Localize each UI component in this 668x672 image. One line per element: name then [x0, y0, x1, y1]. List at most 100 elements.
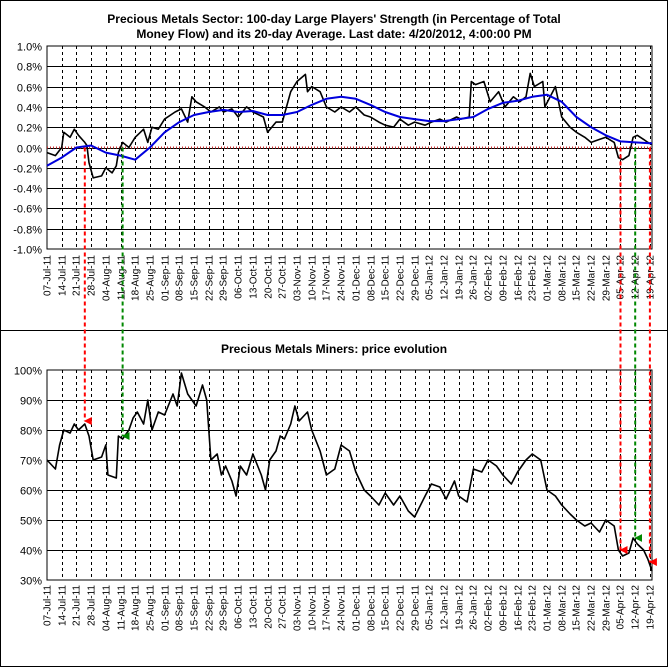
- bottom-x-tick-label: 06-Oct-11: [234, 585, 245, 629]
- top-x-tick-label: 23-Feb-12: [528, 255, 539, 302]
- bottom-x-tick-label: 15-Sep-11: [190, 585, 201, 631]
- bottom-x-tick-label: 22-Mar-12: [587, 585, 598, 632]
- bottom-x-tick-label: 17-Nov-11: [322, 585, 333, 631]
- bottom-x-tick-label: 23-Feb-12: [528, 585, 539, 632]
- top-x-tick-label: 06-Oct-11: [234, 255, 245, 299]
- bottom-y-tick-label: 40%: [20, 546, 42, 558]
- top-x-tick-label: 01-Dec-11: [352, 255, 363, 301]
- top-x-tick-label: 02-Feb-12: [484, 255, 495, 302]
- bottom-y-tick-label: 30%: [20, 576, 42, 588]
- top-chart-title-line2: Money Flow) and its 20-day Average. Last…: [136, 27, 531, 41]
- bottom-y-tick-label: 80%: [20, 426, 42, 438]
- bottom-x-tick-label: 27-Oct-11: [278, 585, 289, 629]
- top-x-tick-label: 08-Mar-12: [558, 255, 569, 302]
- top-y-tick-label: 0.8%: [17, 62, 42, 74]
- bottom-x-tick-label: 08-Mar-12: [558, 585, 569, 632]
- top-x-tick-label: 29-Dec-11: [411, 255, 422, 301]
- top-y-tick-label: -0.2%: [13, 164, 42, 176]
- top-x-tick-label: 28-Jul-11: [87, 255, 98, 296]
- top-x-tick-label: 22-Sep-11: [205, 255, 216, 301]
- arrow-layer: [83, 147, 657, 566]
- bottom-x-tick-label: 22-Dec-11: [396, 585, 407, 631]
- top-x-tick-label: 07-Jul-11: [43, 255, 54, 296]
- top-y-tick-label: 1.0%: [17, 42, 42, 54]
- top-x-tick-label: 12-Jan-12: [440, 255, 451, 300]
- top-x-tick-label: 01-Sep-11: [161, 255, 172, 301]
- top-x-tick-label: 08-Sep-11: [175, 255, 186, 301]
- bottom-x-tick-label: 08-Dec-11: [367, 585, 378, 631]
- top-series-strength: [46, 72, 653, 179]
- top-x-tick-label: 15-Sep-11: [190, 255, 201, 301]
- top-x-tick-label: 29-Mar-12: [602, 255, 613, 302]
- top-x-tick-label: 26-Jan-12: [469, 255, 480, 300]
- bottom-x-tick-label: 01-Dec-11: [352, 585, 363, 631]
- top-y-tick-label: 0.6%: [17, 83, 42, 95]
- top-x-tick-label: 22-Dec-11: [396, 255, 407, 301]
- bottom-x-tick-label: 01-Sep-11: [161, 585, 172, 631]
- top-y-tick-label: -0.4%: [13, 184, 42, 196]
- bottom-x-tick-label: 12-Jan-12: [440, 585, 451, 630]
- bottom-x-tick-label: 05-Apr-12: [616, 585, 627, 630]
- bottom-x-tick-label: 05-Jan-12: [425, 585, 436, 630]
- top-x-tick-label: 01-Mar-12: [543, 255, 554, 302]
- top-x-tick-label: 13-Oct-11: [249, 255, 260, 299]
- bottom-y-tick-label: 60%: [20, 486, 42, 498]
- bottom-x-tick-label: 29-Sep-11: [219, 585, 230, 631]
- bottom-y-tick-label: 100%: [14, 366, 42, 378]
- top-x-tick-label: 10-Nov-11: [308, 255, 319, 301]
- bottom-x-tick-label: 29-Mar-12: [602, 585, 613, 632]
- top-y-tick-label: -0.6%: [13, 204, 42, 216]
- bottom-x-tick-label: 16-Feb-12: [514, 585, 525, 632]
- top-series-average: [46, 93, 653, 167]
- top-x-tick-label: 03-Nov-11: [293, 255, 304, 301]
- top-x-tick-label: 18-Aug-11: [131, 255, 142, 301]
- bottom-x-tick-label: 29-Dec-11: [411, 585, 422, 631]
- bottom-x-tick-label: 19-Apr-12: [646, 585, 657, 630]
- bottom-chart-title: Precious Metals Miners: price evolution: [221, 342, 447, 356]
- top-x-tick-label: 05-Jan-12: [425, 255, 436, 300]
- top-x-tick-label: 19-Apr-12: [646, 255, 657, 300]
- top-x-tick-label: 16-Feb-12: [514, 255, 525, 302]
- bottom-x-tick-label: 08-Sep-11: [175, 585, 186, 631]
- bottom-x-tick-label: 03-Nov-11: [293, 585, 304, 631]
- bottom-chart-layer: 07-Jul-11 14-Jul-11 21-Jul-11 28-Jul-11 04-A…: [14, 366, 657, 632]
- bottom-x-tick-label: 15-Dec-11: [381, 585, 392, 631]
- bottom-x-tick-label: 24-Nov-11: [337, 585, 348, 631]
- bottom-x-tick-label: 09-Feb-12: [499, 585, 510, 632]
- bottom-x-tick-label: 26-Jan-12: [469, 585, 480, 630]
- top-y-tick-label: 0.2%: [17, 123, 42, 135]
- bottom-x-tick-label: 19-Jan-12: [455, 585, 466, 630]
- top-x-tick-label: 25-Aug-11: [146, 255, 157, 301]
- top-x-tick-label: 19-Jan-12: [455, 255, 466, 300]
- bottom-x-tick-label: 21-Jul-11: [72, 585, 83, 626]
- top-x-tick-label: 27-Oct-11: [278, 255, 289, 299]
- top-chart-title-line1: Precious Metals Sector: 100-day Large Pl…: [107, 12, 560, 26]
- top-y-tick-label: 0.0%: [17, 144, 42, 156]
- top-x-tick-label: 21-Jul-11: [72, 255, 83, 296]
- top-y-tick-label: 0.4%: [17, 103, 42, 115]
- bottom-x-tick-label: 11-Aug-11: [117, 585, 128, 631]
- bottom-y-tick-label: 70%: [20, 456, 42, 468]
- top-y-tick-label: -1.0%: [13, 245, 42, 257]
- bottom-x-tick-label: 10-Nov-11: [308, 585, 319, 631]
- top-chart-layer: 07-Jul-11 14-Jul-11 21-Jul-11 28-Jul-11 04-A…: [13, 42, 656, 302]
- top-x-tick-label: 20-Oct-11: [264, 255, 275, 299]
- bottom-x-tick-label: 22-Sep-11: [205, 585, 216, 631]
- bottom-plot-area: [46, 369, 653, 581]
- bottom-y-tick-label: 90%: [20, 396, 42, 408]
- bottom-x-tick-label: 07-Jul-11: [43, 585, 54, 626]
- top-x-tick-label: 14-Jul-11: [58, 255, 69, 296]
- bottom-series-price: [46, 372, 653, 572]
- bottom-x-tick-label: 20-Oct-11: [264, 585, 275, 629]
- top-x-tick-label: 29-Sep-11: [219, 255, 230, 301]
- top-x-tick-label: 04-Aug-11: [102, 255, 113, 301]
- bottom-x-tick-label: 02-Feb-12: [484, 585, 495, 632]
- top-x-tick-label: 15-Dec-11: [381, 255, 392, 301]
- bottom-x-tick-label: 18-Aug-11: [131, 585, 142, 631]
- bottom-x-tick-label: 15-Mar-12: [572, 585, 583, 632]
- bottom-y-tick-label: 50%: [20, 516, 42, 528]
- bottom-x-tick-label: 28-Jul-11: [87, 585, 98, 626]
- bottom-x-tick-label: 12-Apr-12: [631, 585, 642, 630]
